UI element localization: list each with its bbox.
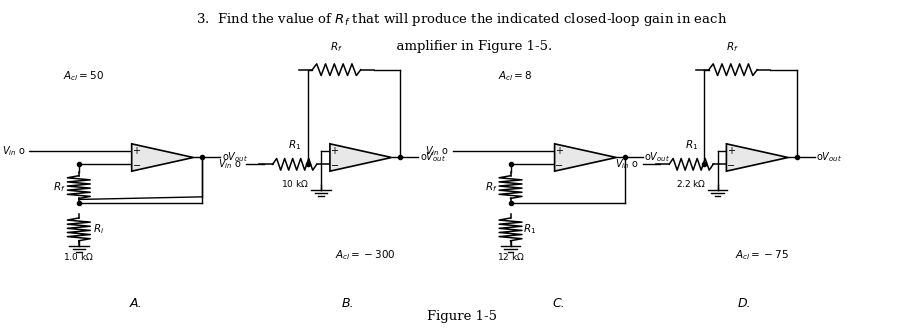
Text: $V_{in}$ o: $V_{in}$ o — [218, 157, 241, 171]
Polygon shape — [330, 144, 391, 171]
Text: $-$: $-$ — [330, 159, 339, 169]
Text: +: + — [132, 146, 140, 156]
Text: $V_{in}$ o: $V_{in}$ o — [3, 144, 26, 157]
Text: Figure 1-5: Figure 1-5 — [426, 310, 497, 323]
Text: +: + — [726, 146, 734, 156]
Polygon shape — [554, 144, 616, 171]
Text: $R_1$: $R_1$ — [684, 138, 697, 152]
Polygon shape — [726, 144, 787, 171]
Text: $A_{cl}=-75$: $A_{cl}=-75$ — [734, 248, 787, 262]
Text: $R_f$: $R_f$ — [484, 180, 497, 194]
Text: A.: A. — [129, 297, 143, 310]
Text: $R_f$: $R_f$ — [330, 40, 342, 54]
Text: $R_f$: $R_f$ — [725, 40, 738, 54]
Text: $V_{in}$ o: $V_{in}$ o — [424, 144, 449, 157]
Text: $A_{cl}=50$: $A_{cl}=50$ — [62, 69, 104, 83]
Text: $R_1$: $R_1$ — [288, 138, 301, 152]
Text: 2.2 k$\Omega$: 2.2 k$\Omega$ — [675, 178, 705, 189]
Text: +: + — [554, 146, 563, 156]
Text: 10 k$\Omega$: 10 k$\Omega$ — [280, 178, 308, 189]
Text: B.: B. — [340, 297, 353, 310]
Text: $R_f$: $R_f$ — [53, 180, 66, 194]
Text: amplifier in Figure 1-5.: amplifier in Figure 1-5. — [371, 40, 552, 53]
Text: $-$: $-$ — [725, 159, 734, 169]
Text: $R_i$: $R_i$ — [92, 222, 104, 236]
Text: o$V_{out}$: o$V_{out}$ — [815, 151, 842, 164]
Text: $-$: $-$ — [131, 159, 141, 169]
Text: o$V_{out}$: o$V_{out}$ — [644, 151, 670, 164]
Text: 1.0 k$\Omega$: 1.0 k$\Omega$ — [63, 251, 94, 261]
Text: D.: D. — [736, 297, 750, 310]
Text: +: + — [330, 146, 338, 156]
Text: o$V_{out}$: o$V_{out}$ — [221, 151, 247, 164]
Polygon shape — [132, 144, 193, 171]
Text: $R_1$: $R_1$ — [523, 222, 535, 236]
Text: 12 k$\Omega$: 12 k$\Omega$ — [496, 251, 524, 261]
Text: $A_{cl}=-300$: $A_{cl}=-300$ — [334, 248, 395, 262]
Text: $V_{in}$ o: $V_{in}$ o — [614, 157, 638, 171]
Text: o$V_{out}$: o$V_{out}$ — [419, 151, 445, 164]
Text: $A_{cl}=8$: $A_{cl}=8$ — [498, 69, 532, 83]
Text: C.: C. — [552, 297, 564, 310]
Text: 3.  Find the value of $R_f$ that will produce the indicated closed-loop gain in : 3. Find the value of $R_f$ that will pro… — [196, 11, 727, 28]
Text: $-$: $-$ — [554, 159, 563, 169]
